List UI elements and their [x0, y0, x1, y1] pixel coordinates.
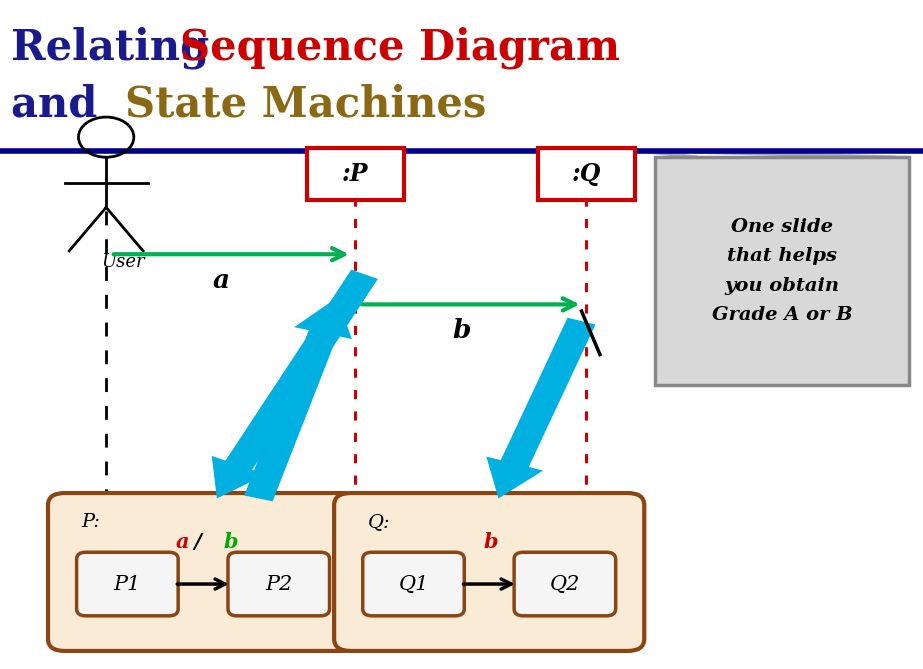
Text: One slide
that helps
you obtain
Grade A or B: One slide that helps you obtain Grade A … — [712, 218, 853, 324]
Text: Q:: Q: — [367, 513, 390, 531]
Text: and: and — [11, 84, 112, 126]
Text: P:: P: — [81, 513, 101, 531]
Text: /: / — [187, 533, 210, 553]
FancyBboxPatch shape — [48, 493, 358, 651]
FancyBboxPatch shape — [228, 553, 330, 615]
FancyBboxPatch shape — [334, 493, 644, 651]
FancyBboxPatch shape — [537, 148, 635, 200]
Text: :P: :P — [342, 162, 368, 186]
FancyArrow shape — [486, 318, 595, 498]
Text: b: b — [452, 318, 471, 343]
Text: b: b — [484, 533, 498, 553]
Text: a: a — [175, 533, 189, 553]
Text: P2: P2 — [265, 575, 293, 593]
FancyBboxPatch shape — [77, 553, 178, 615]
Text: :Q: :Q — [571, 162, 601, 186]
Text: Q1: Q1 — [399, 575, 428, 593]
Text: P1: P1 — [114, 575, 141, 593]
Text: a: a — [213, 268, 230, 292]
Text: User: User — [102, 253, 145, 271]
FancyBboxPatch shape — [655, 157, 909, 385]
Text: b: b — [223, 533, 238, 553]
FancyArrow shape — [245, 298, 352, 501]
Text: Q2: Q2 — [550, 575, 580, 593]
FancyBboxPatch shape — [306, 148, 404, 200]
Text: Sequence Diagram: Sequence Diagram — [180, 27, 620, 70]
FancyArrow shape — [211, 270, 378, 498]
Text: State Machines: State Machines — [125, 84, 486, 126]
FancyBboxPatch shape — [363, 553, 464, 615]
Text: Relating: Relating — [11, 27, 223, 70]
FancyBboxPatch shape — [514, 553, 616, 615]
